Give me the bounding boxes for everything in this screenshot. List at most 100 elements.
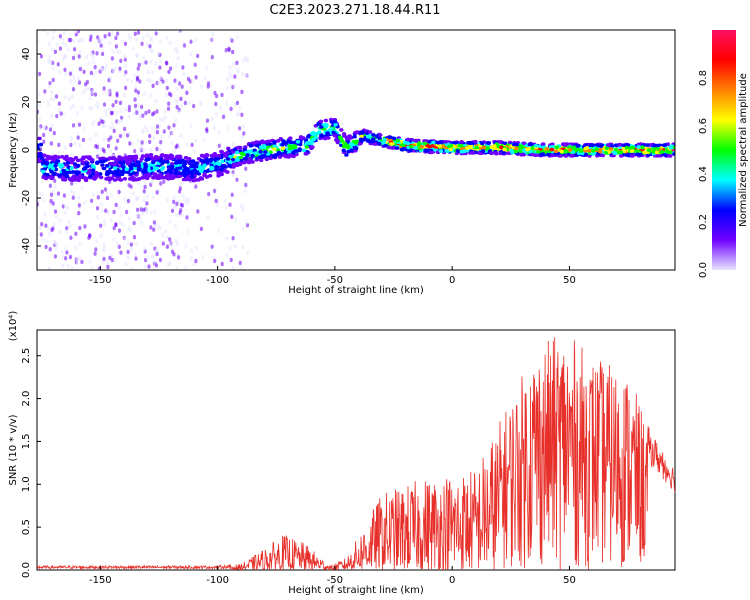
spectrogram-cell — [280, 142, 285, 147]
spectrogram-cell — [78, 173, 83, 178]
spectrogram-cell — [184, 200, 188, 205]
spectrogram-cell — [68, 79, 72, 84]
spectrogram-cell — [78, 66, 83, 72]
colorbar-tick-label: 0.4 — [698, 166, 709, 182]
spectrogram-cell — [234, 217, 238, 222]
spectrogram-cell — [159, 147, 163, 153]
spectrogram-cell — [180, 84, 184, 89]
spectrogram-cell — [94, 144, 98, 149]
spectrogram-cell — [167, 91, 172, 97]
spectrogram-cell — [184, 243, 188, 249]
spectrogram-cell — [600, 153, 605, 158]
spectrogram-cell — [112, 128, 116, 134]
spectrogram-cell — [214, 164, 220, 169]
spectrogram-cell — [288, 136, 293, 140]
spectrogram-cell — [250, 153, 255, 158]
spectrogram-cell — [217, 130, 221, 135]
spectrogram-cell — [117, 244, 121, 249]
spectrogram-cell — [563, 154, 568, 158]
spectrogram-cell — [201, 254, 205, 260]
spectrogram-cell — [42, 125, 47, 130]
spectrogram-cell — [159, 154, 164, 158]
spectrogram-cell — [39, 54, 44, 59]
spectrogram-cell — [654, 143, 660, 148]
spectrogram-cell — [55, 113, 59, 119]
spectrogram-cell — [241, 124, 246, 129]
spectrogram-cell — [449, 144, 454, 148]
spectrogram-cell — [99, 223, 103, 228]
spectrogram-cell — [45, 154, 51, 159]
spectrogram-cell — [408, 148, 413, 153]
spectrogram-cell — [231, 172, 235, 177]
spectrogram-cell — [309, 146, 314, 151]
spectrogram-cell — [149, 59, 153, 65]
spectrogram-cell — [228, 202, 232, 207]
spectrogram-cell — [541, 142, 546, 146]
spectrogram-cell — [145, 194, 149, 199]
spectrogram-cell — [142, 198, 146, 203]
spectrogram-cell — [209, 165, 214, 170]
spectrogram-cell — [101, 119, 105, 125]
spectrogram-cell — [68, 178, 74, 182]
spectrogram-cell — [141, 129, 145, 135]
spectrogram-cell — [67, 219, 71, 224]
spectrogram-cell — [166, 168, 172, 173]
spectrogram-cell — [114, 222, 118, 227]
spectrogram-cell — [63, 204, 67, 209]
spectrogram-cell — [138, 79, 142, 84]
spectrogram-cell — [131, 162, 136, 167]
spectrogram-cell — [73, 141, 77, 146]
spectrogram-cell — [80, 105, 84, 110]
spectrogram-cell — [60, 36, 64, 41]
spectrogram-cell — [161, 79, 165, 84]
spectrogram-cell — [174, 144, 178, 150]
spectrogram-cell — [225, 170, 230, 174]
spectrogram-cell — [173, 224, 177, 229]
spectrogram-cell — [129, 155, 134, 159]
spectrogram-cell — [303, 151, 308, 156]
x-tick-label: -100 — [206, 275, 229, 286]
spectrogram-cell — [175, 201, 179, 206]
spectrogram-cell — [151, 70, 155, 75]
spectrogram-cell — [246, 250, 250, 256]
spectrogram-cell — [124, 261, 128, 266]
spectrogram-cell — [100, 163, 105, 167]
spectrogram-cell — [240, 71, 245, 77]
spectrogram-cell — [37, 92, 41, 97]
spectrogram-y-ticks: -40 -20 0 20 40 — [21, 48, 41, 254]
spectrogram-cell — [165, 198, 169, 203]
spectrogram-cell — [387, 145, 392, 150]
spectrogram-cell — [57, 69, 61, 75]
spectrogram-cell — [217, 143, 221, 148]
spectrogram-cell — [102, 222, 107, 227]
spectrogram-cell — [498, 140, 504, 144]
spectrogram-cell — [132, 111, 136, 116]
spectrogram-cell — [135, 160, 141, 164]
spectrogram-cell — [221, 114, 226, 120]
spectrogram-cell — [69, 105, 73, 110]
spectrogram-cell — [114, 35, 118, 41]
spectrogram-cell — [127, 241, 131, 246]
spectrogram-cell — [238, 260, 242, 266]
spectrogram-cell — [142, 91, 146, 97]
spectrogram-cell — [44, 223, 48, 228]
x-tick-label: 0 — [449, 275, 455, 286]
spectrogram-cell — [212, 125, 216, 131]
spectrogram-cell — [492, 144, 497, 148]
spectrogram-cell — [52, 171, 57, 176]
spectrogram-cell — [123, 54, 127, 59]
spectrogram-cell — [57, 108, 61, 113]
spectrogram-cell — [630, 145, 636, 150]
spectrogram-cell — [127, 114, 131, 119]
spectrogram-cell — [72, 78, 76, 83]
spectrogram-cell — [175, 79, 179, 85]
spectrogram-cell — [151, 195, 155, 200]
spectrogram-cell — [157, 80, 161, 85]
spectrogram-cell — [99, 175, 104, 180]
spectrogram-cell — [184, 156, 189, 160]
spectrogram-cell — [54, 94, 59, 99]
spectrogram-cell — [371, 137, 376, 141]
spectrogram-cell — [209, 153, 214, 158]
spectrogram-cell — [235, 163, 240, 167]
spectrogram-cell — [60, 254, 65, 259]
